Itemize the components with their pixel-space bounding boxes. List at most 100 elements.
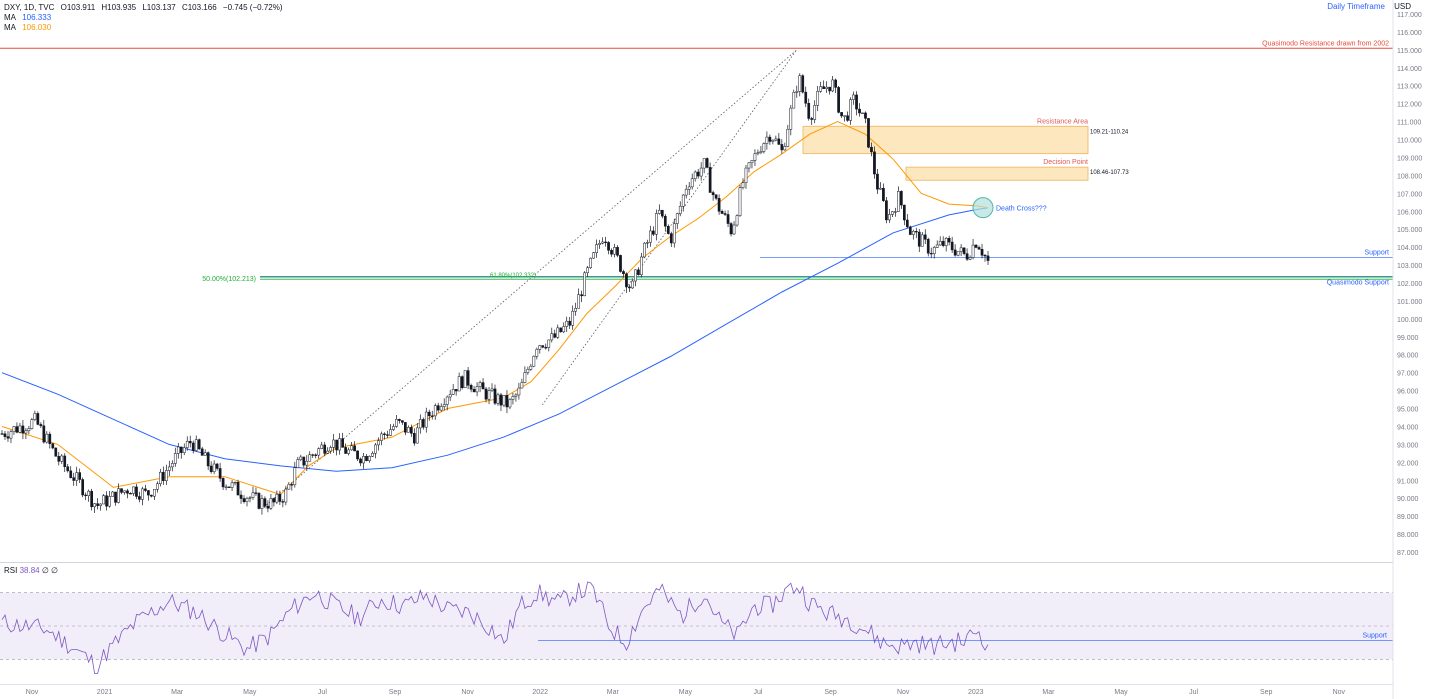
candle-body[interactable] — [203, 452, 207, 456]
candle-body[interactable] — [156, 483, 159, 490]
candle-body[interactable] — [801, 75, 805, 93]
candle-body[interactable] — [544, 346, 548, 349]
candle-body[interactable] — [816, 91, 820, 106]
candle-body[interactable] — [161, 471, 165, 481]
candle-body[interactable] — [51, 443, 55, 449]
candle-body[interactable] — [666, 225, 670, 234]
candle-body[interactable] — [508, 399, 512, 408]
candle-body[interactable] — [643, 242, 646, 258]
candle-body[interactable] — [266, 505, 270, 509]
candle-body[interactable] — [947, 238, 951, 243]
candle-body[interactable] — [595, 244, 598, 253]
candle-body[interactable] — [132, 486, 135, 494]
candle-body[interactable] — [24, 430, 28, 434]
candle-body[interactable] — [275, 494, 279, 503]
candle-body[interactable] — [305, 460, 309, 466]
candle-body[interactable] — [556, 327, 560, 338]
candle-body[interactable] — [804, 91, 808, 104]
candle-body[interactable] — [759, 151, 763, 153]
candle-body[interactable] — [810, 118, 814, 120]
candle-body[interactable] — [902, 204, 906, 221]
candle-body[interactable] — [338, 438, 341, 451]
candle-body[interactable] — [828, 86, 831, 92]
candle-body[interactable] — [141, 488, 144, 500]
candle-body[interactable] — [604, 241, 607, 243]
candle-body[interactable] — [577, 294, 581, 309]
candle-body[interactable] — [69, 470, 73, 478]
candle-body[interactable] — [63, 455, 67, 467]
candle-body[interactable] — [6, 436, 10, 439]
candle-body[interactable] — [792, 92, 796, 109]
candle-body[interactable] — [123, 490, 126, 493]
candle-body[interactable] — [908, 226, 912, 235]
candle-body[interactable] — [640, 256, 643, 276]
candle-body[interactable] — [732, 224, 736, 235]
candle-body[interactable] — [111, 491, 114, 497]
candle-body[interactable] — [765, 136, 769, 144]
candle-body[interactable] — [296, 459, 300, 468]
candle-body[interactable] — [407, 427, 410, 433]
candle-body[interactable] — [741, 182, 745, 188]
candle-body[interactable] — [559, 327, 563, 333]
candle-body[interactable] — [60, 455, 64, 462]
candle-body[interactable] — [905, 219, 909, 228]
candle-body[interactable] — [114, 491, 117, 503]
candle-body[interactable] — [108, 496, 111, 507]
candle-body[interactable] — [708, 167, 712, 193]
candle-body[interactable] — [654, 213, 658, 235]
candle-body[interactable] — [72, 477, 76, 481]
candle-body[interactable] — [574, 308, 578, 312]
candle-body[interactable] — [21, 425, 25, 434]
candle-body[interactable] — [99, 503, 102, 506]
candle-body[interactable] — [914, 231, 918, 233]
candle-body[interactable] — [167, 466, 171, 471]
candle-body[interactable] — [711, 192, 715, 196]
candle-body[interactable] — [744, 167, 748, 183]
candle-body[interactable] — [272, 498, 276, 503]
candle-body[interactable] — [341, 438, 344, 448]
candle-body[interactable] — [176, 446, 180, 454]
candle-body[interactable] — [421, 419, 425, 428]
candle-body[interactable] — [625, 273, 628, 288]
candle-body[interactable] — [738, 187, 742, 216]
candle-body[interactable] — [412, 433, 416, 444]
candle-body[interactable] — [873, 151, 876, 175]
candle-body[interactable] — [580, 294, 583, 297]
candle-body[interactable] — [490, 388, 494, 391]
candle-body[interactable] — [849, 99, 852, 121]
candle-body[interactable] — [126, 490, 129, 494]
candle-body[interactable] — [138, 496, 141, 500]
candle-body[interactable] — [433, 405, 437, 417]
ma-fast-line[interactable] — [1, 121, 989, 496]
candle-body[interactable] — [383, 433, 386, 435]
candle-body[interactable] — [786, 129, 790, 147]
candle-body[interactable] — [523, 372, 527, 383]
candle-body[interactable] — [932, 247, 936, 254]
candle-body[interactable] — [565, 320, 569, 327]
candle-body[interactable] — [923, 234, 927, 240]
candle-body[interactable] — [944, 238, 948, 246]
candle-body[interactable] — [191, 442, 195, 451]
candle-body[interactable] — [962, 247, 966, 254]
candle-body[interactable] — [424, 411, 428, 428]
candle-body[interactable] — [858, 108, 861, 114]
candle-body[interactable] — [81, 479, 85, 496]
candle-body[interactable] — [218, 468, 222, 479]
candle-body[interactable] — [867, 118, 870, 148]
candle-body[interactable] — [888, 214, 891, 221]
candle-body[interactable] — [188, 440, 192, 444]
candle-body[interactable] — [929, 252, 933, 255]
candle-body[interactable] — [347, 449, 350, 454]
ma2-legend[interactable]: MA 106.030 — [4, 23, 55, 33]
candle-body[interactable] — [332, 439, 336, 448]
candle-body[interactable] — [891, 211, 894, 215]
candle-body[interactable] — [601, 241, 604, 244]
candle-body[interactable] — [911, 231, 915, 235]
candle-body[interactable] — [269, 498, 273, 509]
candle-body[interactable] — [571, 310, 575, 326]
candle-body[interactable] — [481, 382, 485, 390]
candle-body[interactable] — [153, 489, 156, 497]
candle-body[interactable] — [356, 450, 359, 460]
candle-body[interactable] — [457, 376, 461, 392]
candle-body[interactable] — [681, 194, 685, 207]
